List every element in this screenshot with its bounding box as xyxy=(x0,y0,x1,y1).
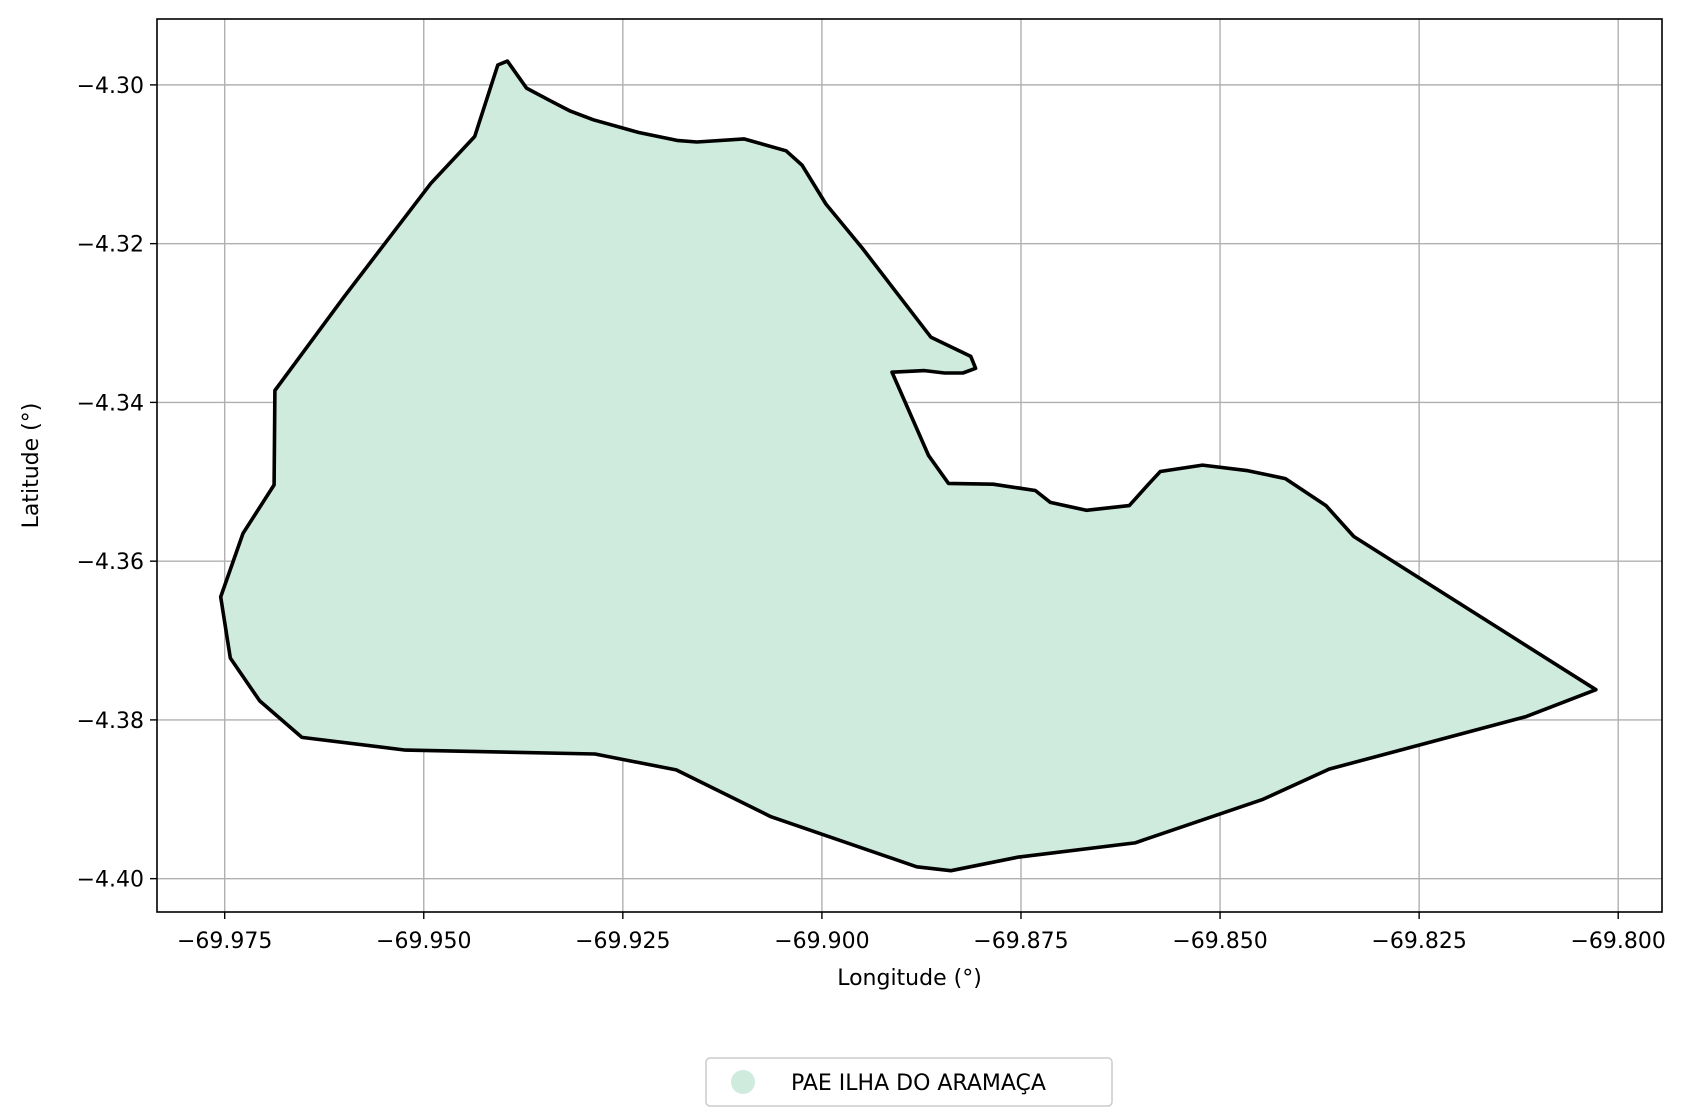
y-tick-label: −4.36 xyxy=(77,550,144,575)
axis-ticks: −69.975 −69.950 −69.925 −69.900 −69.875 −69.8… xyxy=(77,74,1666,954)
x-tick-label: −69.800 xyxy=(1570,929,1665,954)
legend: PAE ILHA DO ARAMAÇA xyxy=(705,1057,1113,1107)
legend-box xyxy=(705,1057,1113,1107)
legend-swatch xyxy=(731,1070,755,1094)
x-tick-label: −69.975 xyxy=(177,929,272,954)
y-tick-label: −4.40 xyxy=(77,868,144,893)
legend-label: PAE ILHA DO ARAMAÇA xyxy=(791,1071,1046,1096)
map-shapes xyxy=(218,59,1598,873)
y-tick-label: −4.30 xyxy=(77,74,144,99)
x-tick-label: −69.850 xyxy=(1172,929,1267,954)
x-tick-label: −69.925 xyxy=(575,929,670,954)
x-tick-label: −69.875 xyxy=(973,929,1068,954)
plot-frame xyxy=(156,18,1663,913)
x-axis-label: Longitude (°) xyxy=(837,966,982,991)
y-tick-label: −4.38 xyxy=(77,709,144,734)
x-tick-label: −69.825 xyxy=(1371,929,1466,954)
x-tick-label: −69.950 xyxy=(376,929,471,954)
y-axis-label: Latitude (°) xyxy=(19,403,44,529)
y-tick-label: −4.32 xyxy=(77,233,144,258)
y-tick-label: −4.34 xyxy=(77,391,144,416)
x-tick-label: −69.900 xyxy=(774,929,869,954)
region-polygon xyxy=(218,59,1598,873)
